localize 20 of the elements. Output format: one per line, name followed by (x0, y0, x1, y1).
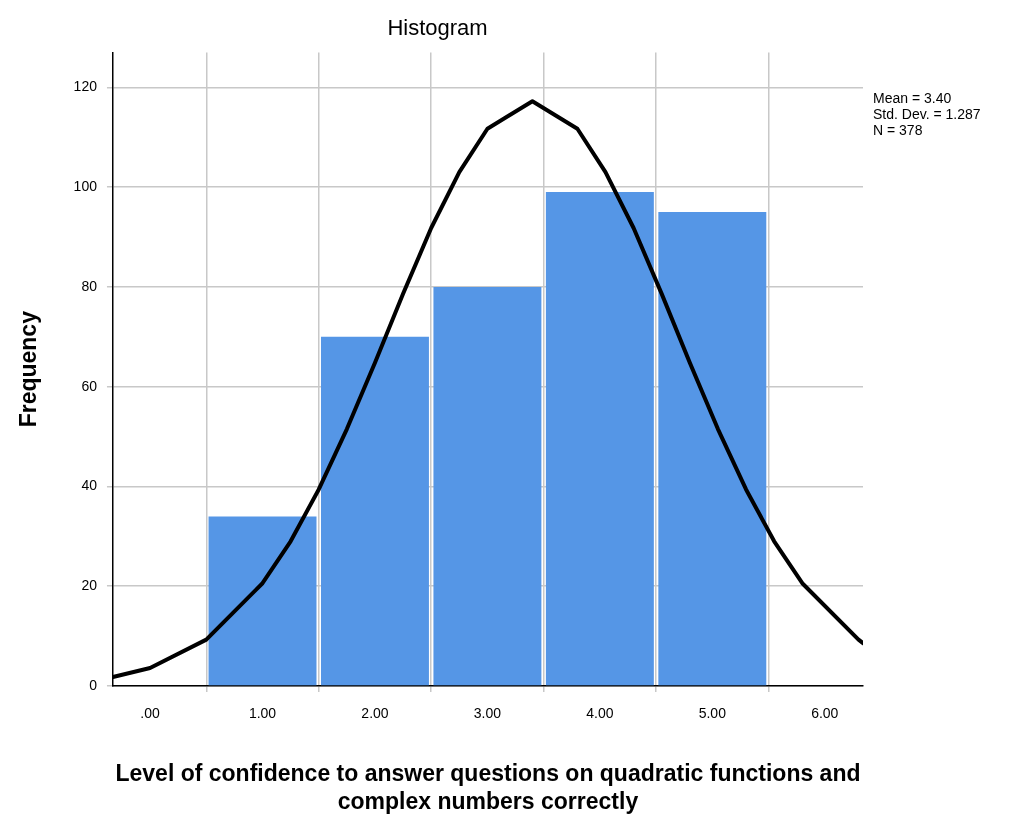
text: N = 378 (873, 122, 923, 139)
x-tick-label: 5.00 (698, 705, 727, 722)
text: Mean = 3.40 (873, 90, 952, 107)
x-tick-label: 6.00 (811, 705, 839, 722)
y-tick-label: 20 (81, 577, 98, 594)
x-tick-label: .00 (140, 705, 161, 722)
x-tick-label: 4.00 (586, 705, 614, 722)
y-tick-label: 80 (81, 277, 98, 294)
x-tick-label: 3.00 (473, 705, 502, 722)
x-tick-label: 2.00 (361, 705, 389, 722)
y-axis-title: Frequency (15, 310, 42, 428)
y-tick-label: 40 (81, 477, 98, 494)
text: Std. Dev. = 1.287 (873, 106, 981, 123)
y-tick-label: 100 (73, 177, 98, 194)
y-tick-label: 60 (81, 377, 98, 394)
x-axis-title: Level of confidence to answer questions on quadratic functions and complex numbers correctly (115, 759, 861, 814)
y-tick-label: 120 (73, 78, 98, 95)
x-tick-label: 1.00 (248, 705, 277, 722)
y-tick-label: 0 (89, 676, 98, 693)
chart-title: Histogram (387, 15, 488, 41)
